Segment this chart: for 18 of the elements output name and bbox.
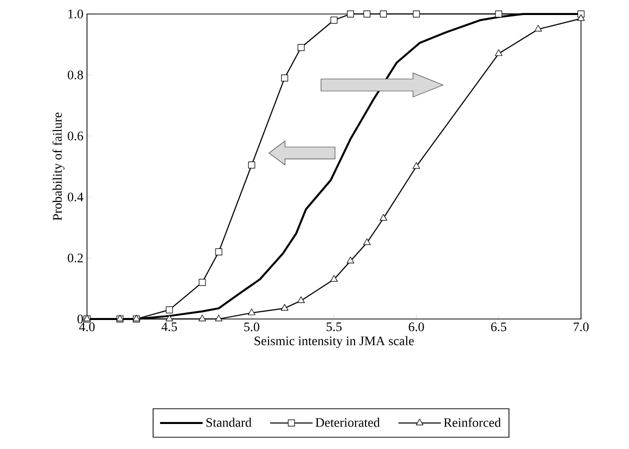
y-tick-label: 0.2 [68,254,83,262]
x-tick-label: 4.0 [79,322,95,332]
x-tick-label: 7.0 [574,322,589,332]
x-tick-label: 5.0 [244,322,260,332]
x-tick-label: 6.5 [491,322,506,332]
legend-label: Standard [206,418,252,427]
y-axis-title: Probability of failure [52,112,64,220]
y-tick-label: 0.4 [68,192,84,202]
legend-label: Deteriorated [316,418,380,427]
y-tick-label: 0 [78,314,83,324]
y-tick-label: 1.0 [68,10,83,18]
y-tick-label: 0.6 [68,132,84,140]
x-tick-label: 4.5 [161,322,177,332]
x-tick-label: 6.0 [408,322,424,332]
x-tick-label: 5.5 [326,322,342,332]
y-tick-label: 0.8 [68,70,83,80]
x-axis-title: Seismic intensity in JMA scale [254,336,414,348]
legend-label: Reinforced [444,418,501,427]
